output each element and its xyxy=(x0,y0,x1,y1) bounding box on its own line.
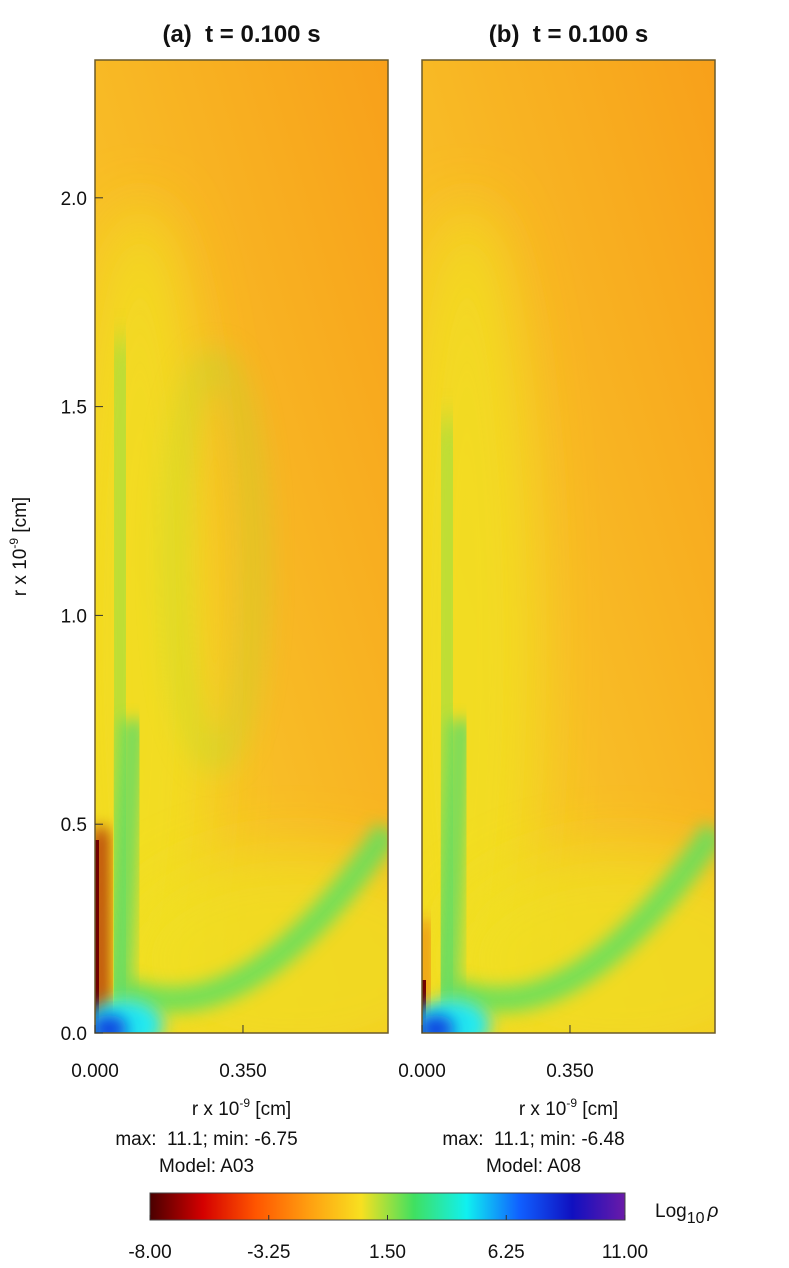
y-tick-label: 0.0 xyxy=(61,1024,87,1045)
y-tick-label: 2.0 xyxy=(61,189,87,210)
panel-title: (a) t = 0.100 s xyxy=(162,21,320,48)
field-blob-blue xyxy=(422,1015,454,1033)
axis-label: r x 10-9 [cm] xyxy=(519,1096,618,1120)
label-base: Log xyxy=(655,1201,687,1222)
label-symbol: ρ xyxy=(707,1201,719,1222)
label-base: r x 10 xyxy=(519,1099,567,1120)
field-lower xyxy=(115,850,388,1033)
field-shock xyxy=(447,822,715,1013)
field-core xyxy=(436,719,471,1001)
field-axis-red xyxy=(422,920,428,1033)
label-exponent: -9 xyxy=(566,1096,577,1110)
annotation: max: 11.1; min: -6.48 xyxy=(442,1129,624,1150)
colorbar-tick-label: 6.25 xyxy=(488,1242,525,1263)
plot-frame xyxy=(94,59,389,1034)
panel-title: (b) t = 0.100 s xyxy=(489,21,648,48)
colorbar-label: Log10 ρ xyxy=(655,1201,719,1227)
field-blob-blue xyxy=(95,1015,127,1033)
colorbar-tick-label: -8.00 xyxy=(128,1242,171,1263)
axis-label: r x 10-9 [cm] xyxy=(7,497,31,596)
heatmap xyxy=(95,60,388,1033)
y-tick-label: 1.0 xyxy=(61,606,87,627)
colorbar-tick-label: 1.50 xyxy=(369,1242,406,1263)
y-tick-label: 1.5 xyxy=(61,398,87,419)
label-base: r x 10 xyxy=(10,549,31,597)
field-core xyxy=(109,719,144,1001)
label-subscript: 10 xyxy=(687,1210,705,1227)
x-tick-label: 0.350 xyxy=(546,1061,594,1082)
annotation: max: 11.1; min: -6.75 xyxy=(115,1129,297,1150)
field-loop xyxy=(167,352,263,768)
x-tick-label: 0.000 xyxy=(71,1061,119,1082)
x-tick-label: 0.000 xyxy=(398,1061,446,1082)
annotation: Model: A08 xyxy=(486,1156,581,1177)
y-tick-label: 0.5 xyxy=(61,815,87,836)
field-axis-dark xyxy=(95,840,99,1033)
label-exponent: -9 xyxy=(239,1096,250,1110)
field-axis-dark xyxy=(422,980,426,1033)
label-base: r x 10 xyxy=(192,1099,240,1120)
colorbar-tick-label: 11.00 xyxy=(602,1242,648,1263)
label-unit: [cm] xyxy=(577,1099,618,1120)
axis-label: r x 10-9 [cm] xyxy=(192,1096,291,1120)
heatmap xyxy=(422,60,715,1033)
label-unit: [cm] xyxy=(10,497,31,538)
x-tick-label: 0.350 xyxy=(219,1061,267,1082)
label-unit: [cm] xyxy=(250,1099,291,1120)
colorbar-tick-label: -3.25 xyxy=(247,1242,290,1263)
label-exponent: -9 xyxy=(7,538,21,549)
plot-frame xyxy=(421,59,716,1034)
annotation: Model: A03 xyxy=(159,1156,254,1177)
field-shock xyxy=(120,822,388,1013)
